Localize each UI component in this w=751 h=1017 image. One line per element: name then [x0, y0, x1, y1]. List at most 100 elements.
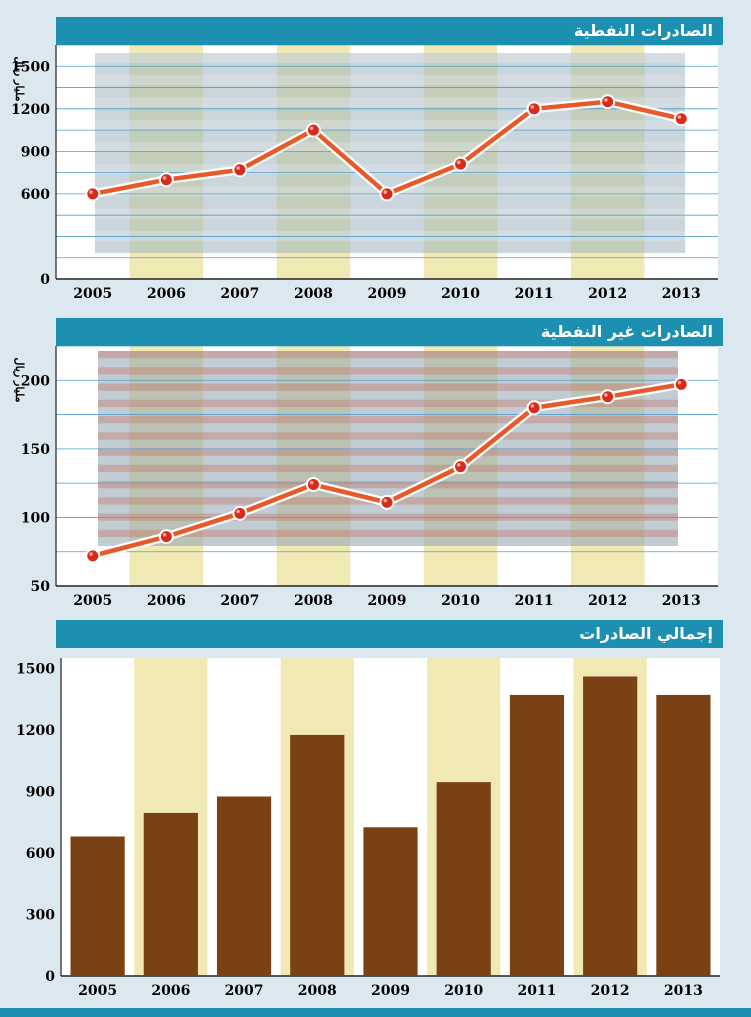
x-tick-label: 2010 — [444, 983, 483, 999]
data-point-highlight — [604, 393, 608, 397]
photo-texture — [98, 351, 678, 359]
data-point-highlight — [383, 498, 388, 503]
y-axis-label: مليار ريال — [13, 357, 26, 402]
data-point-highlight — [456, 463, 461, 467]
bottom-bar — [0, 1008, 751, 1017]
y-tick-label: 0 — [45, 969, 55, 985]
x-tick-label: 2006 — [151, 983, 190, 999]
bar — [216, 796, 272, 976]
x-tick-label: 2005 — [73, 593, 112, 609]
photo-texture — [95, 230, 685, 241]
x-tick-label: 2007 — [220, 286, 259, 302]
data-point-highlight — [604, 98, 608, 102]
x-tick-label: 2008 — [294, 593, 333, 609]
photo-texture — [95, 53, 685, 63]
photo-texture — [98, 367, 678, 375]
data-point-highlight — [236, 509, 240, 514]
data-point — [234, 164, 246, 176]
data-point — [160, 174, 172, 186]
data-point-highlight — [89, 190, 93, 194]
x-tick-label: 2010 — [441, 593, 480, 609]
data-point — [234, 507, 246, 519]
x-tick-label: 2011 — [515, 286, 554, 302]
data-point-highlight — [162, 533, 167, 537]
x-tick-label: 2007 — [220, 593, 259, 609]
data-point — [675, 378, 687, 390]
x-tick-label: 2007 — [225, 983, 264, 999]
data-point — [307, 124, 319, 136]
photo-texture — [95, 119, 685, 130]
y-tick-label: 600 — [26, 846, 55, 862]
x-tick-label: 2008 — [298, 983, 337, 999]
photo-texture — [95, 208, 685, 219]
data-point — [307, 479, 319, 491]
x-tick-label: 2011 — [517, 983, 556, 999]
data-point-highlight — [236, 166, 240, 170]
photo-texture — [98, 448, 678, 456]
bar — [583, 676, 638, 976]
non-oil-exports-title: الصادرات غير النفطية — [56, 318, 723, 346]
photo-texture — [98, 464, 678, 473]
total-exports-chart: 0 300 600 900 1200 1500 2005 2006 2007 2008 2009 20… — [16, 658, 720, 999]
x-tick-label: 2006 — [147, 593, 186, 609]
photo-texture — [98, 383, 678, 391]
y-tick-label: 900 — [21, 144, 50, 160]
y-tick-label: 50 — [31, 579, 51, 595]
photo-texture — [95, 141, 685, 152]
y-tick-label: 900 — [26, 784, 55, 800]
bar — [70, 836, 125, 976]
photo-texture — [95, 164, 685, 175]
non-oil-exports-chart: 50 100 150 200 2005 2006 2007 2008 2009 2010 2011 2… — [13, 346, 718, 609]
x-tick-label: 2009 — [368, 593, 407, 609]
data-point-highlight — [530, 404, 535, 408]
data-point-highlight — [89, 552, 93, 556]
data-point-highlight — [309, 480, 314, 485]
x-tick-label: 2012 — [588, 593, 627, 609]
x-tick-label: 2013 — [662, 286, 701, 302]
oil-exports-title: الصادرات النفطية — [56, 17, 723, 45]
x-tick-label: 2006 — [147, 286, 186, 302]
data-point-highlight — [456, 160, 461, 165]
x-tick-label: 2009 — [371, 983, 410, 999]
bar — [509, 694, 565, 976]
x-tick-label: 2013 — [662, 593, 701, 609]
y-tick-label: 1500 — [11, 59, 50, 75]
x-tick-label: 2011 — [515, 593, 554, 609]
data-point — [675, 113, 687, 125]
y-tick-label: 0 — [40, 272, 50, 288]
x-tick-label: 2012 — [591, 983, 630, 999]
data-point — [528, 103, 540, 115]
y-tick-label: 1200 — [11, 102, 50, 118]
x-tick-label: 2008 — [294, 286, 333, 302]
x-tick-label: 2009 — [368, 286, 407, 302]
y-tick-label: 1200 — [16, 723, 55, 739]
data-point-highlight — [677, 115, 682, 119]
data-point-highlight — [309, 126, 314, 131]
background-photo — [95, 53, 685, 253]
photo-texture — [98, 399, 678, 408]
data-point — [528, 402, 540, 414]
photo-texture — [95, 97, 685, 108]
bar — [363, 827, 418, 976]
data-point — [381, 496, 393, 508]
y-tick-label: 300 — [26, 907, 55, 923]
data-point — [87, 188, 99, 200]
bar — [436, 782, 491, 976]
photo-texture — [98, 481, 678, 489]
photo-texture — [98, 416, 678, 424]
bar — [290, 734, 345, 976]
photo-texture — [98, 432, 678, 440]
data-point-highlight — [530, 105, 535, 109]
y-tick-label: 100 — [21, 510, 50, 526]
oil-exports-chart: 0 600 900 1200 1500 2005 2006 2007 2008 2009 2010 2… — [11, 45, 718, 302]
photo-texture — [98, 529, 678, 538]
total-exports-title: إجمالي الصادرات — [56, 620, 723, 648]
x-tick-label: 2005 — [73, 286, 112, 302]
x-tick-label: 2013 — [664, 983, 703, 999]
y-tick-label: 200 — [21, 373, 50, 389]
data-point — [602, 391, 614, 403]
x-tick-label: 2010 — [441, 286, 480, 302]
data-point-highlight — [383, 190, 388, 194]
y-tick-label: 150 — [21, 442, 50, 458]
x-tick-label: 2012 — [588, 286, 627, 302]
